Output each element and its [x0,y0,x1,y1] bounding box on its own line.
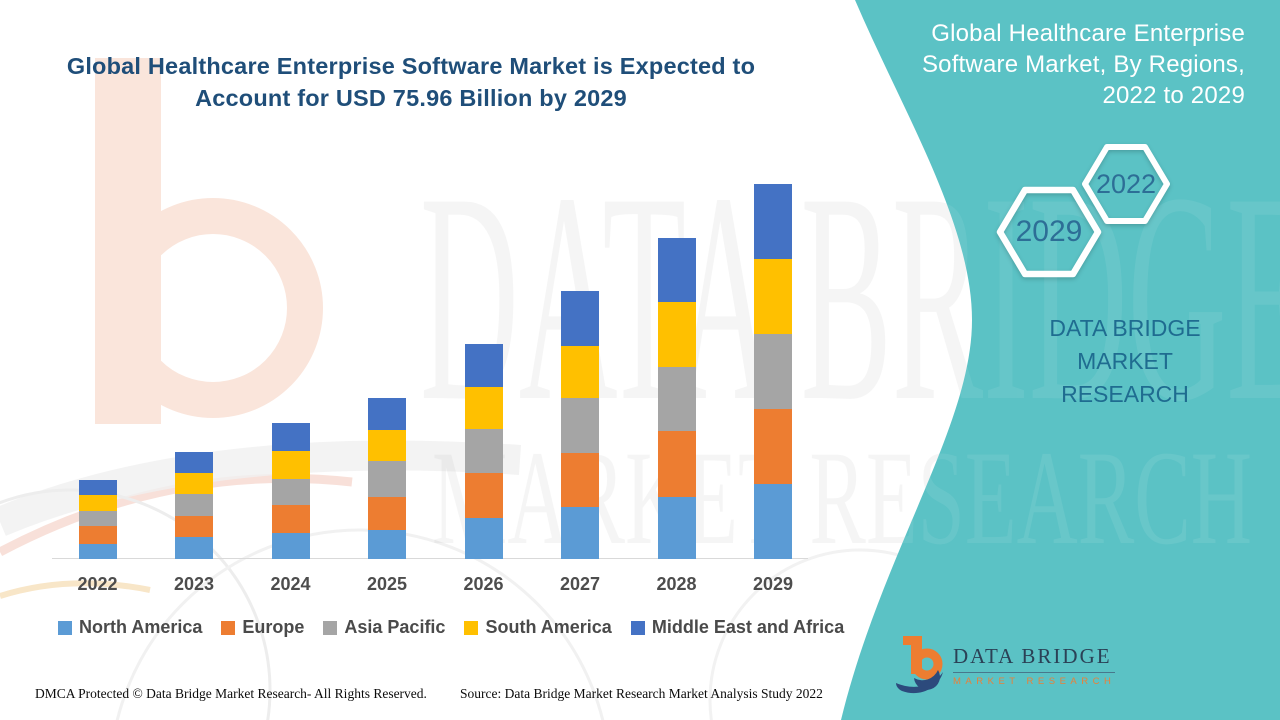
bar-segment-2028-north-america [657,496,696,559]
bar-segment-2025-north-america [368,529,406,559]
bar-segment-2022-north-america [78,543,117,559]
bar-segment-2027-north-america [561,506,599,559]
bar-segment-2022-europe [78,526,117,544]
bar-segment-2025-asia-pacific [368,461,406,497]
hexagon-outline-icon [996,186,1102,278]
logo-divider [953,671,1116,673]
panel-title: Global Healthcare Enterprise Software Ma… [921,20,1245,109]
bar-segment-2025-europe [368,496,406,530]
bar-segment-2023-europe [175,516,213,538]
bar-segment-2024-middle-east-and-africa [271,423,310,451]
bar-segment-2022-asia-pacific [78,510,117,527]
teal-panel [841,0,1280,720]
bar-segment-2029-south-america [754,259,792,334]
bar-segment-2024-north-america [271,533,310,559]
bar-2026 [464,344,503,559]
bar-2023 [175,452,213,559]
x-axis-label-2025: 2025 [366,574,408,594]
x-axis-label-2026: 2026 [463,574,504,594]
bar-segment-2023-asia-pacific [175,494,213,517]
legend-item-south-america: South America [464,617,612,638]
bar-segment-2029-middle-east-and-africa [754,184,792,259]
bar-segment-2022-south-america [78,495,117,511]
legend-swatch-icon [630,620,645,635]
bar-segment-2028-europe [657,431,696,497]
hexagon-badge-2029: 2029 [996,184,1102,280]
logo-subtitle: MARKET RESEARCH [953,675,1116,687]
logo-name: DATA BRIDGE [953,643,1112,668]
data-bridge-b-icon [896,636,943,694]
chart-title: Global Healthcare Enterprise Software Ma… [66,53,756,111]
legend-label: South America [485,617,612,637]
bar-segment-2024-europe [271,505,310,534]
bar-segment-2029-north-america [754,484,792,559]
bar-segment-2026-north-america [464,517,503,559]
bar-2024 [271,423,310,559]
x-axis-line [52,558,808,559]
bar-segment-2029-asia-pacific [754,334,792,409]
bar-segment-2027-south-america [561,345,599,398]
x-axis-label-2024: 2024 [270,574,311,594]
legend-label: Asia Pacific [344,617,446,637]
legend-item-middle-east-and-africa: Middle East and Africa [630,617,845,638]
bar-segment-2028-south-america [657,301,696,367]
bar-2025 [368,397,406,559]
bar-segment-2022-middle-east-and-africa [78,479,117,496]
bar-segment-2029-europe [754,409,792,484]
bar-2027 [561,291,599,559]
brand-wordmark: DATA BRIDGE MARKET RESEARCH [1049,315,1201,407]
bar-segment-2028-asia-pacific [657,366,696,432]
legend-item-north-america: North America [58,617,202,638]
bar-segment-2026-europe [464,472,503,518]
bar-segment-2026-asia-pacific [464,429,503,473]
legend-label: Europe [242,617,305,637]
x-axis-label-2027: 2027 [559,574,601,594]
bar-segment-2027-middle-east-and-africa [561,291,599,346]
bar-segment-2028-middle-east-and-africa [657,238,696,302]
x-axis-label-2022: 2022 [77,574,118,594]
hexagon-badge-2022: 2022 [1081,142,1171,226]
legend-swatch-icon [323,620,338,635]
hexagon-outline-icon [1082,144,1170,224]
bar-segment-2025-middle-east-and-africa [368,397,406,431]
bar-2029 [754,184,792,559]
bar-segment-2023-north-america [175,537,213,559]
legend-swatch-icon [464,620,479,635]
bar-segment-2027-asia-pacific [561,397,599,454]
bar-segment-2023-south-america [175,473,213,495]
legend-label: North America [79,617,203,637]
hexagon-year-label: 2022 [1095,168,1157,199]
bar-segment-2026-south-america [464,387,503,430]
bar-2028 [657,238,696,559]
bar-2022 [78,479,117,559]
bar-segment-2027-europe [561,453,599,507]
x-axis-label-2023: 2023 [173,574,215,594]
bar-segment-2026-middle-east-and-africa [464,344,503,388]
chart-legend: North America Europe Asia Pacific South Ame… [58,617,844,638]
source-note: Source: Data Bridge Market Research Mark… [460,686,823,701]
bar-segment-2023-middle-east-and-africa [175,452,213,474]
x-axis-label-2028: 2028 [656,574,697,594]
legend-label: Middle East and Africa [651,617,845,637]
legend-swatch-icon [221,620,236,635]
legend-item-asia-pacific: Asia Pacific [323,617,445,638]
bar-segment-2024-south-america [271,450,310,480]
legend-swatch-icon [58,620,72,635]
x-axis-label-2029: 2029 [752,574,794,594]
data-bridge-logo: DATA BRIDGE MARKET RESEARCH [894,634,1116,696]
hexagon-year-label: 2029 [1015,215,1083,248]
dmca-notice: DMCA Protected © Data Bridge Market Rese… [35,686,427,701]
legend-item-europe: Europe [221,617,304,638]
bar-segment-2025-south-america [368,430,406,462]
bar-segment-2024-asia-pacific [271,479,310,506]
